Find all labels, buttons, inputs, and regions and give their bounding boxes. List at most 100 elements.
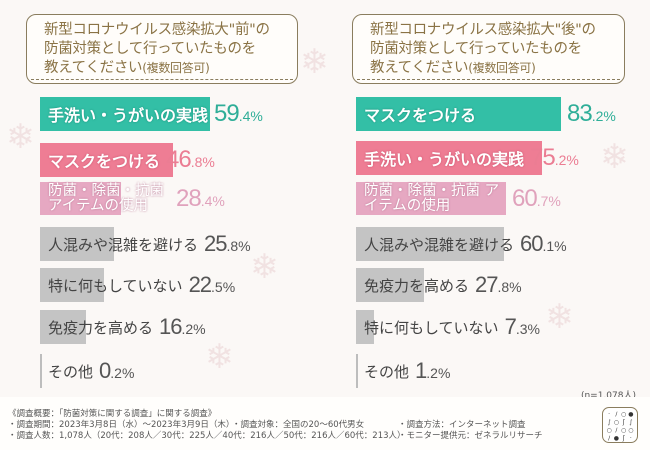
bar-label: 防菌・除菌・抗菌 アイテムの使用	[48, 182, 164, 214]
bar-value: 75.2%	[530, 144, 579, 172]
survey-period: ・調査期間：2023年3月8日（水）～2023年3月9日（木）	[8, 420, 235, 430]
bar-label: マスクをつける	[364, 106, 477, 125]
logo-glyph: ∫	[607, 419, 611, 426]
bar-row: マスクをつける 46.8%	[40, 143, 215, 177]
bar-value: 27.8%	[475, 272, 522, 298]
value-int: 1	[415, 358, 427, 383]
survey-provider: ・モニター提供元：ゼネラルリサーチ	[398, 431, 543, 441]
bar-value: 16.2%	[159, 314, 206, 340]
survey-method: ・調査方法：インターネット調査	[398, 420, 526, 430]
bar	[40, 310, 86, 344]
value-dec: .7%	[536, 192, 561, 209]
bar-value: 46.8%	[166, 146, 215, 174]
logo-glyph: ʃ	[622, 435, 625, 442]
value-dec: .1%	[542, 238, 567, 254]
value-dec: .2%	[181, 321, 206, 337]
multi-answer-note: (複数回答可)	[468, 61, 536, 75]
value-int: 83	[567, 100, 593, 127]
bar-label: 手洗い・うがいの実践	[48, 106, 209, 125]
value-int: 75	[530, 144, 556, 171]
chart-after-panel: 新型コロナウイルス感染拡大"後"の 防菌対策として行っていたものを 教えてくださ…	[325, 0, 650, 395]
bar-row: その他 1.2%	[356, 354, 450, 388]
bar-row: 免疫力を高める 16.2%	[40, 310, 206, 344]
bar	[356, 141, 542, 175]
value-dec: .5%	[211, 279, 236, 295]
value-dec: .8%	[226, 238, 251, 254]
survey-target: ・調査対象：全国の20～60代男女	[232, 420, 365, 430]
brand-logo-icon: · ∕ ○ ● ∫ ○ ʃ ∫ ○ ∕ ○ ○ ∕ ● ʃ ·	[602, 407, 638, 443]
question-line-2: 防菌対策として行っていたものを	[44, 41, 256, 57]
sample-size-note: (n=1,078人)	[580, 391, 636, 401]
bar-label: マスクをつける	[48, 152, 161, 171]
value-int: 27	[475, 272, 499, 297]
bar-value: 59.4%	[214, 100, 263, 128]
logo-glyph: ○	[621, 427, 627, 434]
bar-row: 人混みや混雑を避ける 60.1%	[356, 227, 567, 261]
bar	[40, 354, 42, 388]
question-line-3-text: 教えてください	[370, 60, 469, 76]
question-box-before: 新型コロナウイルス感染拡大"前"の 防菌対策として行っていたものを 教えてくださ…	[26, 14, 298, 84]
value-int: 60	[512, 184, 538, 212]
logo-glyph: ∫	[629, 419, 633, 426]
logo-glyph: ●	[613, 435, 619, 442]
bar-row: 手洗い・うがいの実践 59.4%	[40, 97, 263, 131]
logo-glyph: ∕	[615, 427, 618, 434]
bar	[40, 97, 210, 131]
survey-summary-title: 《調査概要：「防菌対策に関する調査」に関する調査》	[8, 409, 217, 419]
value-dec: .2%	[426, 365, 451, 381]
logo-glyph: ∕	[615, 411, 618, 418]
question-line-1: 新型コロナウイルス感染拡大"前"の	[44, 22, 270, 38]
survey-summary-footer	[0, 397, 650, 450]
value-dec: .2%	[591, 108, 616, 124]
bar-value: 7.3%	[505, 314, 540, 340]
logo-glyph: ○	[613, 419, 619, 426]
bar	[40, 268, 104, 302]
logo-glyph: ʃ	[622, 419, 625, 426]
bar	[356, 182, 506, 215]
bar-value: 25.8%	[204, 231, 251, 257]
value-int: 16	[159, 314, 183, 339]
value-int: 59	[214, 100, 240, 127]
bar-row: 特に何もしていない 22.5%	[40, 268, 235, 302]
bar-label: 防菌・除菌・抗菌 アイテムの使用	[364, 182, 500, 214]
value-dec: .8%	[497, 279, 522, 295]
bar-value: 83.2%	[567, 100, 616, 128]
bar-row: 人混みや混雑を避ける 25.8%	[40, 227, 251, 261]
bar-value: 60.1%	[520, 231, 567, 257]
question-line-3-text: 教えてください	[44, 60, 143, 76]
value-dec: .3%	[515, 321, 540, 337]
bar	[356, 310, 374, 344]
question-line-3: 教えてください(複数回答可)	[44, 59, 285, 78]
value-int: 22	[188, 272, 213, 297]
bar-row: マスクをつける 83.2%	[356, 97, 616, 131]
value-int: 25	[204, 231, 228, 256]
bar-label: 免疫力を高める	[48, 318, 154, 337]
bar-label: 特に何もしていない	[364, 318, 499, 337]
value-dec: .4%	[200, 192, 225, 209]
question-box-after: 新型コロナウイルス感染拡大"後"の 防菌対策として行っていたものを 教えてくださ…	[352, 14, 625, 84]
bar-row: 免疫力を高める 27.8%	[356, 268, 522, 302]
multi-answer-note: (複数回答可)	[142, 61, 210, 75]
question-line-1: 新型コロナウイルス感染拡大"後"の	[370, 22, 596, 38]
bar-row: 防菌・除菌・抗菌 アイテムの使用 60.7%	[356, 182, 561, 215]
value-dec: .8%	[190, 154, 215, 170]
bar	[40, 143, 173, 177]
bar-row: 手洗い・うがいの実践 75.2%	[356, 141, 579, 175]
bar-label: 手洗い・うがいの実践	[364, 150, 525, 169]
bar-label: その他	[364, 362, 410, 381]
chart-before-panel: 新型コロナウイルス感染拡大"前"の 防菌対策として行っていたものを 教えてくださ…	[0, 0, 325, 395]
logo-glyph: ○	[628, 427, 634, 434]
logo-glyph: ●	[628, 411, 634, 418]
survey-count: ・調査人数：1,078人（20代：208人／30代：225人／40代：216人／…	[8, 431, 406, 441]
logo-glyph: ∕	[608, 435, 611, 442]
bar	[356, 227, 504, 261]
bar-label: 人混みや混雑を避ける	[48, 235, 199, 254]
bar-label: 人混みや混雑を避ける	[364, 235, 515, 254]
bar-row: 特に何もしていない 7.3%	[356, 310, 540, 344]
bar	[356, 97, 561, 131]
value-int: 60	[520, 231, 544, 256]
bar	[40, 182, 121, 215]
logo-glyph: ·	[629, 435, 632, 442]
bar-row: その他 0.2%	[40, 354, 134, 388]
value-dec: .4%	[238, 108, 263, 124]
